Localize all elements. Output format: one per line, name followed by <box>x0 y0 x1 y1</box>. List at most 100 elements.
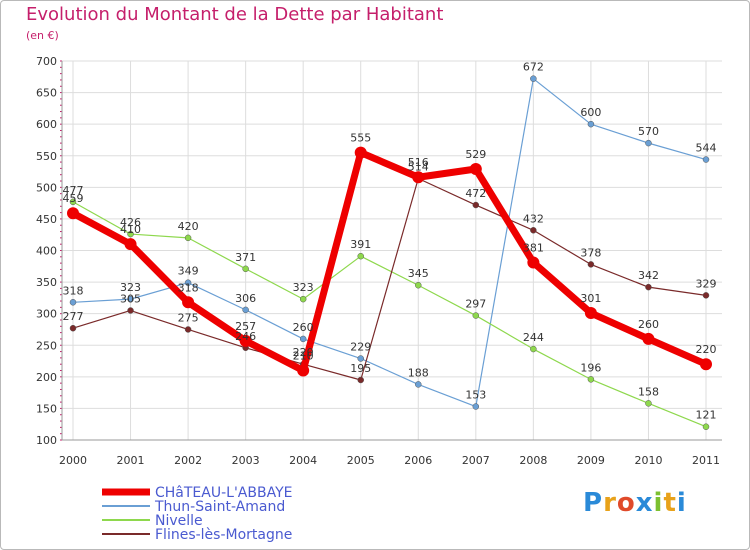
data-point <box>702 292 710 299</box>
data-point <box>182 296 195 309</box>
data-point <box>527 256 540 269</box>
data-label: 516 <box>408 156 429 169</box>
y-tick-label: 650 <box>36 87 57 100</box>
x-tick-label: 2008 <box>519 454 547 467</box>
data-point <box>184 234 192 242</box>
x-tick-label: 2000 <box>59 454 87 467</box>
data-point <box>127 295 134 303</box>
data-label: 472 <box>465 187 486 200</box>
data-label: 260 <box>293 321 314 334</box>
x-tick-label: 2004 <box>289 454 317 467</box>
data-label: 555 <box>350 132 371 145</box>
y-tick-label: 250 <box>36 339 57 352</box>
x-tick-label: 2006 <box>404 454 432 467</box>
legend-label: Flines-lès-Mortagne <box>155 527 292 543</box>
data-point <box>357 355 364 362</box>
y-tick-label: 350 <box>36 276 57 289</box>
data-point <box>700 358 712 371</box>
data-point <box>124 238 137 251</box>
series-line-1 <box>72 78 707 408</box>
data-label: 257 <box>235 320 256 333</box>
chart-title: Evolution du Montant de la Dette par Hab… <box>26 4 444 25</box>
data-point <box>530 75 537 82</box>
legend-label: CHâTEAU-L'ABBAYE <box>155 485 292 501</box>
data-point <box>412 171 425 184</box>
series-line-3 <box>72 177 707 381</box>
x-tick-label: 2010 <box>634 454 662 467</box>
data-label: 391 <box>350 238 371 251</box>
data-label: 342 <box>638 269 659 282</box>
y-tick-label: 550 <box>36 150 57 163</box>
data-point <box>645 400 652 407</box>
logo-letter: r <box>603 488 617 518</box>
x-tick-label: 2011 <box>692 454 720 467</box>
data-label: 306 <box>235 292 256 305</box>
data-point <box>587 261 595 268</box>
data-label: 323 <box>120 281 141 294</box>
data-point <box>69 299 77 306</box>
data-point <box>357 376 364 384</box>
x-axis: 2000 2001 2002 2003 2004 2005 2006 2007 2008 2009… <box>59 454 720 467</box>
data-label: 188 <box>408 366 429 379</box>
data-label: 153 <box>465 389 486 402</box>
data-point <box>530 345 537 353</box>
data-label: 275 <box>178 311 199 324</box>
y-axis: 100 150 200 250 300 350 400 450 500 550 600 650 700 <box>36 55 57 447</box>
data-point <box>472 201 480 209</box>
x-tick-label: 2007 <box>462 454 490 467</box>
x-tick-label: 2002 <box>174 454 202 467</box>
y-unit-label: (en €) <box>26 29 59 42</box>
data-point <box>642 332 655 345</box>
data-label: 529 <box>465 148 486 161</box>
data-label: 570 <box>638 125 659 138</box>
data-label: 195 <box>350 362 371 375</box>
x-tick-label: 2003 <box>232 454 260 467</box>
data-point <box>702 423 710 430</box>
y-tick-label: 700 <box>36 55 57 68</box>
data-point <box>354 146 367 159</box>
data-label: 420 <box>178 220 199 233</box>
data-label: 432 <box>523 212 544 225</box>
data-point <box>69 324 77 332</box>
data-point <box>469 163 482 176</box>
data-label: 349 <box>178 265 199 278</box>
data-point <box>297 364 310 377</box>
data-point <box>67 207 79 220</box>
logo-letter: t <box>663 488 677 518</box>
y-tick-label: 200 <box>36 371 57 384</box>
logo-letter: o <box>616 488 636 518</box>
data-label: 158 <box>638 385 659 398</box>
x-tick-label: 2009 <box>577 454 605 467</box>
x-tick-label: 2005 <box>347 454 375 467</box>
y-tick-label: 300 <box>36 308 57 321</box>
legend: CHâTEAU-L'ABBAYEThun-Saint-AmandNivelleF… <box>102 485 292 543</box>
data-point <box>299 295 307 303</box>
proxiti-logo: Proxiti <box>583 488 687 518</box>
data-point <box>645 283 652 291</box>
data-labels: 318 3233493062602291881536726005705444774… <box>63 61 717 422</box>
y-tick-label: 150 <box>36 402 57 415</box>
data-label: 345 <box>408 267 429 280</box>
data-point <box>587 120 595 128</box>
data-point <box>184 279 192 286</box>
data-point <box>127 307 134 314</box>
data-point <box>530 227 537 234</box>
series-line-2 <box>72 201 707 428</box>
data-label: 260 <box>638 318 659 331</box>
y-tick-label: 450 <box>36 213 57 226</box>
data-label: 544 <box>696 142 717 155</box>
data-label: 381 <box>523 242 544 255</box>
logo-letter: i <box>676 488 687 518</box>
data-label: 301 <box>580 292 601 305</box>
data-label: 220 <box>696 343 717 356</box>
data-point <box>357 252 364 260</box>
data-label: 329 <box>696 277 717 290</box>
data-point <box>69 198 77 206</box>
data-label: 196 <box>580 361 601 374</box>
grid <box>60 60 722 441</box>
logo-letter: i <box>653 488 664 518</box>
data-label: 244 <box>523 331 544 344</box>
data-label: 477 <box>63 184 84 197</box>
data-label: 121 <box>696 409 717 422</box>
